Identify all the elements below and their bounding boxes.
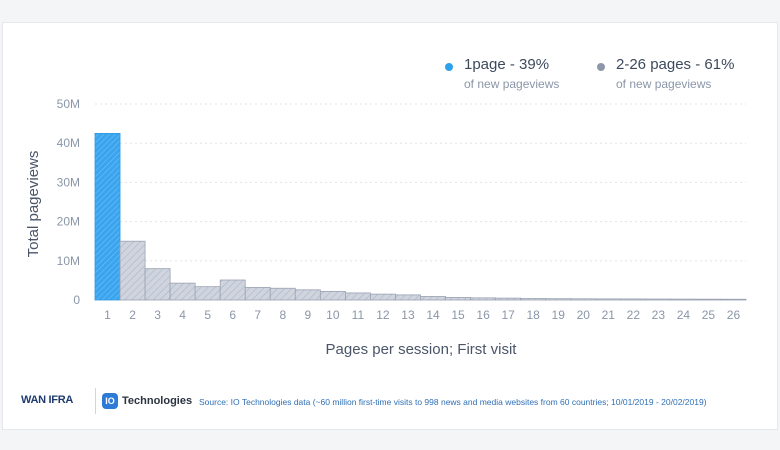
x-tick-label: 21 [602, 308, 616, 322]
y-tick-label: 40M [57, 136, 80, 150]
footer-divider [95, 388, 96, 414]
x-tick-label: 25 [702, 308, 716, 322]
bar-multi-page [620, 298, 647, 301]
bar-multi-page [645, 298, 672, 301]
bar-multi-page [470, 297, 497, 301]
legend-subtitle: of new pageviews [616, 77, 712, 91]
bar-multi-page [495, 297, 522, 301]
x-tick-label: 6 [229, 308, 236, 322]
bar-multi-page [670, 298, 697, 301]
bar-multi-page [545, 298, 572, 301]
x-axis-label: Pages per session; First visit [326, 341, 518, 358]
bar-multi-page [269, 287, 296, 301]
x-tick-label: 1 [104, 308, 111, 322]
x-tick-label: 23 [652, 308, 666, 322]
legend-title: 1page - 39% [464, 56, 550, 73]
x-tick-label: 26 [727, 308, 741, 322]
x-tick-label: 14 [426, 308, 440, 322]
x-tick-label: 18 [526, 308, 540, 322]
brand-name: Technologies [122, 395, 193, 407]
x-tick-label: 16 [476, 308, 490, 322]
bar-multi-page [219, 279, 246, 301]
bar-multi-page [370, 293, 396, 301]
legend-subtitle: of new pageviews [464, 77, 560, 91]
y-tick-label: 0 [73, 293, 80, 307]
x-tick-label: 19 [552, 308, 566, 322]
wan-ifra-logo: WAN IFRA [21, 394, 73, 406]
source-note: Source: IO Technologies data (~60 millio… [199, 397, 707, 407]
x-tick-label: 5 [204, 308, 211, 322]
x-tick-label: 11 [352, 308, 365, 322]
bar-multi-page [395, 294, 421, 301]
bar-multi-page [570, 298, 597, 301]
x-tick-label: 10 [326, 308, 340, 322]
x-tick-label: 13 [401, 308, 415, 322]
x-tick-label: 15 [451, 308, 465, 322]
x-tick-label: 24 [677, 308, 691, 322]
bar-multi-page [520, 298, 547, 301]
bar-multi-page [319, 290, 346, 301]
y-tick-label: 10M [57, 254, 80, 268]
bar-multi-page [445, 297, 471, 301]
bar-multi-page [595, 298, 622, 301]
bar-multi-page [244, 287, 271, 301]
bar-multi-page [119, 240, 146, 301]
bar-multi-page [169, 282, 196, 301]
x-tick-label: 3 [154, 308, 161, 322]
chart-card [2, 22, 778, 430]
y-axis-label: Total pageviews [25, 151, 42, 258]
x-tick-label: 9 [304, 308, 311, 322]
y-tick-label: 50M [57, 97, 80, 111]
x-tick-label: 8 [279, 308, 286, 322]
x-tick-label: 12 [376, 308, 390, 322]
y-tick-label: 30M [57, 175, 80, 189]
x-tick-label: 22 [627, 308, 641, 322]
bar-multi-page [420, 296, 446, 301]
bar-multi-page [194, 286, 221, 301]
io-logo-icon: IO [102, 393, 118, 409]
x-tick-label: 7 [254, 308, 261, 322]
bar-multi-page [344, 292, 371, 301]
y-tick-label: 20M [57, 215, 80, 229]
x-tick-label: 4 [179, 308, 186, 322]
x-tick-label: 20 [577, 308, 591, 322]
bar-multi-page [720, 298, 747, 301]
legend-dot-icon [445, 63, 453, 71]
bar-multi-page [695, 298, 722, 301]
legend-title: 2-26 pages - 61% [616, 56, 735, 73]
bar-multi-page [144, 268, 171, 301]
bar-one-page [94, 132, 121, 301]
x-tick-label: 17 [501, 308, 515, 322]
bar-multi-page [294, 289, 321, 301]
legend-dot-icon [597, 63, 605, 71]
x-tick-label: 2 [129, 308, 136, 322]
